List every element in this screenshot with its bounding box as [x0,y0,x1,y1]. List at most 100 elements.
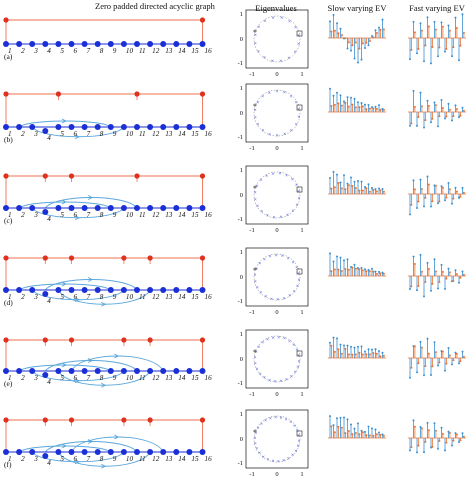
stem-orange-head [344,101,347,104]
stem-orange-head [417,116,420,119]
node-label: 15 [191,130,199,138]
stem-blue-head [360,345,363,348]
node-7 [81,449,88,455]
stem-blue-head [343,100,345,103]
stem-orange-head [452,46,455,49]
stem-blue-head [454,104,457,107]
eigenvalue-mark: × [275,253,278,259]
eigenvalue-mark: × [254,115,257,121]
eigenvalue-mark: × [266,457,269,463]
stem-orange-head [372,107,375,110]
stem-orange-head [410,366,413,369]
slow-marker [296,104,303,111]
red-node [147,417,153,423]
red-node [42,255,48,261]
node-16 [199,287,206,293]
stem-blue-head [371,427,373,430]
stem-orange-head [413,425,416,428]
node-label: 3 [33,455,38,463]
stem-blue-head [440,185,443,188]
stem-orange-head [462,435,465,438]
eigenvalue-mark: × [292,260,295,266]
stem-blue-head [343,174,345,177]
stem-blue-head [378,187,380,190]
node-label: 2 [21,293,25,301]
eigenvalue-mark: × [272,215,275,221]
stem-orange-head [424,440,427,443]
edge-arrow [61,443,67,449]
eigenvalue-mark: × [290,94,293,100]
node-label: 6 [74,293,78,301]
row-label: (a) [4,52,13,61]
edge-arrow [101,382,107,388]
row-b: 1 2 3 4 5 6 7 8 9 10 11 12 13 14 15 16(b)××××××××××××× ×… [3,83,466,152]
node-label: 13 [165,293,173,301]
eigenvalue-mark: × [259,290,262,296]
stem-blue-head [412,255,415,258]
stem-blue-head [419,22,422,25]
stem-blue-head [447,24,450,27]
stem-blue-head [433,101,436,104]
node-label: 12 [152,211,160,219]
row-label: (e) [4,379,13,388]
eigenvalue-mark: × [279,415,282,421]
eigenvalue-mark: × [295,100,298,106]
node-label: 8 [100,293,104,301]
stem-blue-head [336,91,338,94]
stem-blue-head [350,423,352,426]
eigenvalue-mark: × [288,293,291,299]
stem-blue-head [423,60,425,63]
eigenvalue-mark: × [297,444,300,450]
stem-orange-head [382,434,385,437]
stem-orange-head [452,280,455,283]
eigenvalue-mark: × [274,415,277,421]
red-node [3,173,9,179]
stem-blue-head [343,344,345,347]
stem-blue-head [409,58,411,61]
stem-blue-head [353,346,356,349]
eigen-y-tick: 0 [240,436,243,443]
eigen-x-tick: 0 [275,71,278,78]
node-6 [68,205,75,211]
stem-orange-head [337,102,340,105]
stem-orange-head [368,190,371,193]
eigen-panel: ×××××××××××× ××××*-1 0 110-1 [238,9,309,78]
node-label: 4 [47,378,51,386]
node-label: 16 [205,47,213,55]
node-10 [120,124,127,130]
red-node [121,417,127,423]
node-label: 11 [139,211,146,219]
eigen-x-tick: 1 [300,309,303,316]
stem-orange-head [452,197,455,200]
stem-orange-head [455,352,458,355]
stem-blue-head [378,104,380,107]
eigenvalue-mark: × [263,55,266,61]
node-13 [160,124,167,130]
eigen-panel: ×××××××××××××× × × ××××*-1 0 110-1 [238,165,309,234]
stem-blue-head [426,175,429,178]
node-4 [42,291,49,297]
stem-blue-head [367,425,370,428]
stem-orange-head [410,203,413,206]
stem-orange-head [438,440,441,443]
eigen-y-tick: 1 [240,167,243,174]
stem-blue-head [440,21,443,24]
stem-orange-head [375,272,378,275]
stem-orange-head [379,272,382,275]
eigen-y-tick: 1 [240,331,243,338]
node-label: 4 [47,134,51,142]
stem-orange-head [361,105,364,108]
node-label: 15 [191,211,199,219]
node-label: 6 [74,455,78,463]
stem-orange-head [347,105,350,108]
red-node [42,337,48,343]
eigen-y-tick: -1 [238,60,243,67]
fast-panel [408,89,466,129]
eigen-x-tick: 1 [300,471,303,478]
node-label: 7 [87,130,91,138]
node-13 [160,449,167,455]
node-15 [186,449,193,455]
edge-arrow [114,434,120,440]
stem-orange-head [424,44,427,47]
eigenvalue-mark: × [285,173,288,179]
